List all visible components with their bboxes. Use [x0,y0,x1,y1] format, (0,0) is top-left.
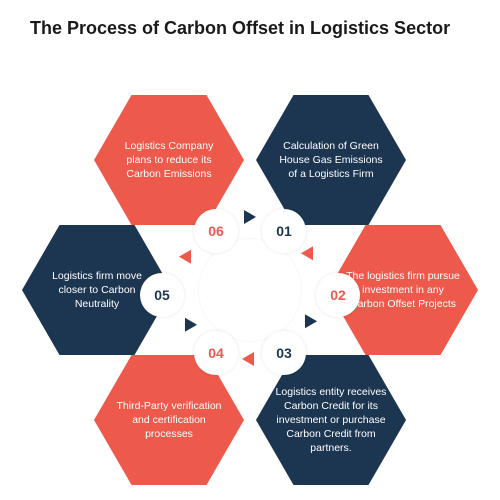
step-number-label: 05 [154,287,170,303]
step-number-02: 02 [316,273,360,317]
step-number-label: 04 [208,345,224,361]
hex-step-text: Third-Party verification and certificati… [94,399,244,442]
step-number-03: 03 [262,331,306,375]
hex-step-01: Calculation of Green House Gas Emissions… [256,95,406,225]
page-title: The Process of Carbon Offset in Logistic… [30,18,450,39]
ring-arrow [301,246,319,263]
step-number-01: 01 [262,209,306,253]
hex-step-text: Logistics Company plans to reduce its Ca… [94,139,244,182]
ring-arrow [179,314,197,331]
ring-arrow [179,246,197,263]
step-number-label: 02 [330,287,346,303]
hex-step-text: Calculation of Green House Gas Emissions… [256,139,406,182]
step-number-06: 06 [194,209,238,253]
step-number-label: 06 [208,223,224,239]
step-number-label: 01 [276,223,292,239]
hex-step-06: Logistics Company plans to reduce its Ca… [94,95,244,225]
step-number-04: 04 [194,331,238,375]
step-number-05: 05 [140,273,184,317]
diagram-stage: Calculation of Green House Gas Emissions… [0,55,500,500]
step-number-label: 03 [276,345,292,361]
hex-step-04: Third-Party verification and certificati… [94,355,244,485]
hex-step-text: Logistics entity receives Carbon Credit … [256,385,406,456]
ring-arrow [244,210,256,224]
ring-arrow [242,352,254,366]
